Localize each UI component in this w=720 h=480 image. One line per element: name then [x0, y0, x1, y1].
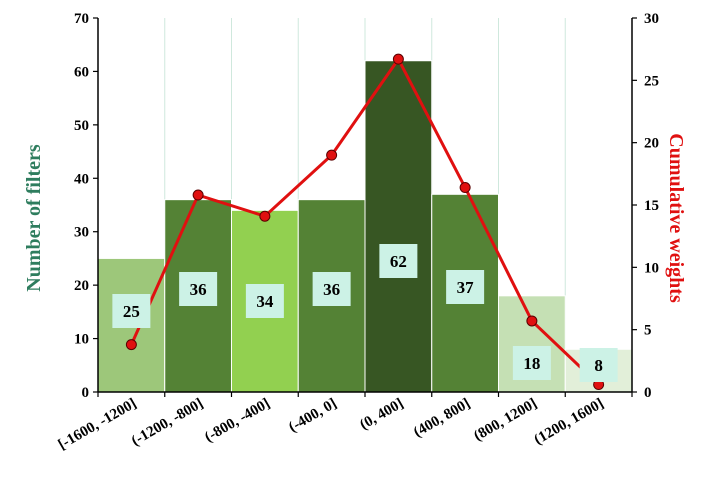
- x-tick-label: (-400, 0]: [286, 396, 339, 436]
- cumulative-line: [125, 53, 605, 391]
- x-tick-label: (400, 800]: [411, 396, 473, 441]
- y-left-tick-label: 10: [74, 332, 89, 348]
- data-label-box: [579, 348, 618, 382]
- data-label-box: [179, 272, 218, 306]
- x-tick-label: (1200, 1600]: [532, 396, 607, 449]
- data-label: 34: [256, 292, 274, 311]
- y-right-tick-label: 30: [644, 11, 659, 27]
- bar: [364, 60, 433, 393]
- x-tick-label: (800, 1200]: [471, 396, 540, 445]
- data-label-box: [446, 270, 485, 304]
- data-label: 37: [457, 278, 475, 297]
- line-point: [192, 189, 204, 201]
- data-label: 25: [123, 302, 140, 321]
- data-label-box: [245, 284, 284, 318]
- data-label-box: [112, 294, 151, 328]
- y-left-tick-label: 0: [82, 385, 90, 401]
- data-label: 62: [390, 252, 407, 271]
- y-left-tick-label: 20: [74, 278, 89, 294]
- y-right-tick-label: 5: [644, 323, 652, 339]
- data-labels: 25 36 34 36 62 37 18 8: [112, 244, 618, 382]
- y-left-tick-label: 50: [74, 118, 89, 134]
- y-right-tick-label: 25: [644, 73, 659, 89]
- line-point: [259, 210, 271, 222]
- y-right-tick-label: 15: [644, 198, 659, 214]
- x-tick-label: (-1200, -800]: [129, 396, 206, 450]
- data-label-box: [312, 272, 351, 306]
- y-left-tick-label: 30: [74, 225, 89, 241]
- line-point: [392, 53, 404, 65]
- data-label: 8: [594, 356, 603, 375]
- line-point: [526, 315, 538, 327]
- y-left-tick-label: 60: [74, 64, 89, 80]
- line-path: [130, 56, 600, 386]
- data-label: 18: [523, 354, 540, 373]
- y-axis-right-label: Cumulative weights: [665, 133, 687, 303]
- y-right-tick-label: 0: [644, 385, 652, 401]
- x-tick-label: [-1600, -1200]: [56, 396, 140, 454]
- line-point: [326, 149, 338, 161]
- data-label: 36: [323, 280, 340, 299]
- bars: [97, 60, 633, 393]
- line-point: [459, 182, 471, 194]
- data-label: 36: [190, 280, 207, 299]
- line-point: [125, 339, 137, 351]
- y-left-tick-label: 40: [74, 171, 89, 187]
- x-tick-label: (-800, -400]: [202, 396, 273, 446]
- x-tick-label: (0, 400]: [357, 396, 406, 434]
- y-right-tick-label: 20: [644, 136, 659, 152]
- y-left-tick-label: 70: [74, 11, 89, 27]
- y-right-tick-label: 10: [644, 260, 659, 276]
- data-label-box: [512, 346, 551, 380]
- y-axis-left-label: Number of filters: [23, 144, 45, 292]
- data-label-box: [379, 244, 418, 278]
